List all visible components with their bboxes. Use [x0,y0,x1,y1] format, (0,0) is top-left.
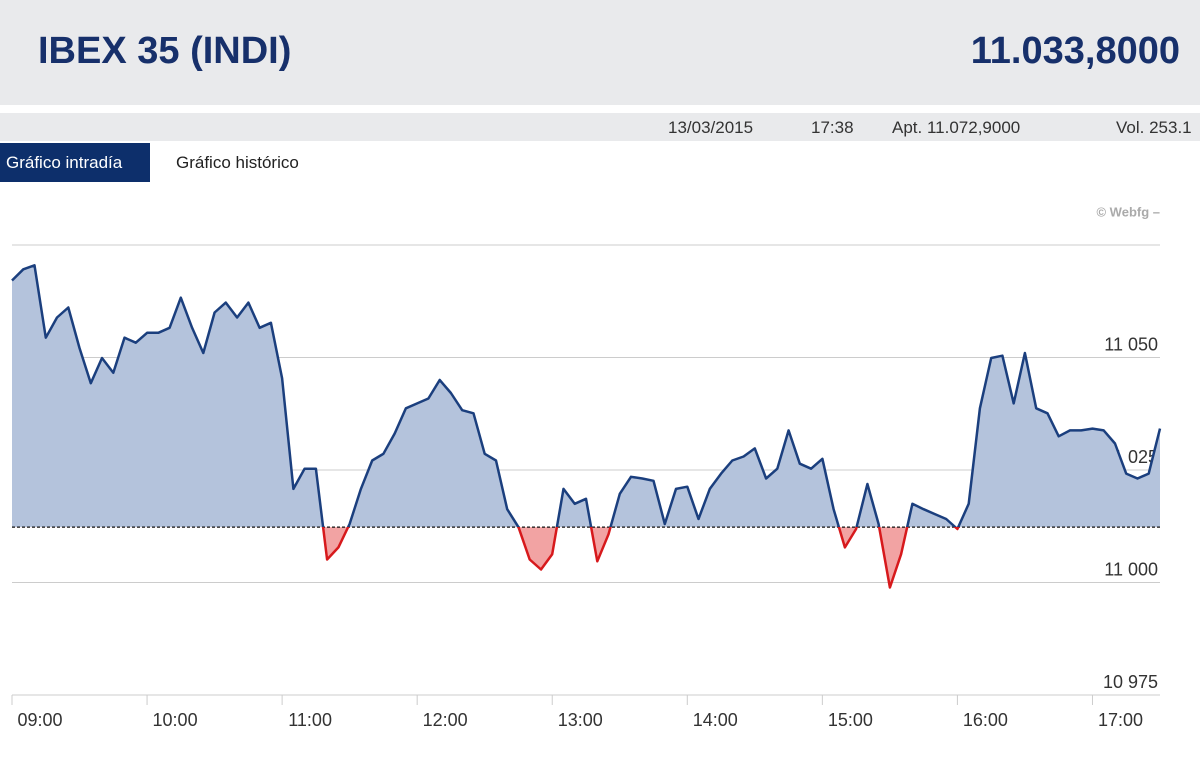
volume: Vol. 253.1 [1116,118,1192,137]
x-tick-label: 12:00 [423,710,468,730]
x-tick-label: 17:00 [1098,710,1143,730]
date: 13/03/2015 [668,118,754,137]
x-tick-label: 10:00 [153,710,198,730]
price-line [11,264,1162,589]
x-tick-label: 11:00 [288,710,332,730]
x-tick-label: 09:00 [17,710,62,730]
watermark: © Webfg – [1096,204,1160,219]
y-tick-label: 11 050 [1104,334,1158,354]
x-tick-label: 15:00 [828,710,873,730]
area [12,265,1160,588]
y-tick-label: 11 000 [1104,559,1158,579]
x-tick-label: 13:00 [558,710,603,730]
tab-intraday[interactable]: Gráfico intradía [0,143,150,182]
time: 17:38 [811,118,854,137]
info-bar: 13/03/2015 17:38 Apt. 11.072,9000 Vol. 2… [0,113,1200,141]
header: IBEX 35 (INDI) 11.033,8000 [0,0,1200,105]
index-title: IBEX 35 (INDI) [38,30,292,72]
y-tick-label: 10 975 [1103,672,1158,692]
index-price: 11.033,8000 [970,30,1180,72]
x-tick-label: 16:00 [963,710,1008,730]
x-tick-label: 14:00 [693,710,738,730]
open-price: Apt. 11.072,9000 [892,118,1021,137]
tab-historical[interactable]: Gráfico histórico [176,153,299,172]
